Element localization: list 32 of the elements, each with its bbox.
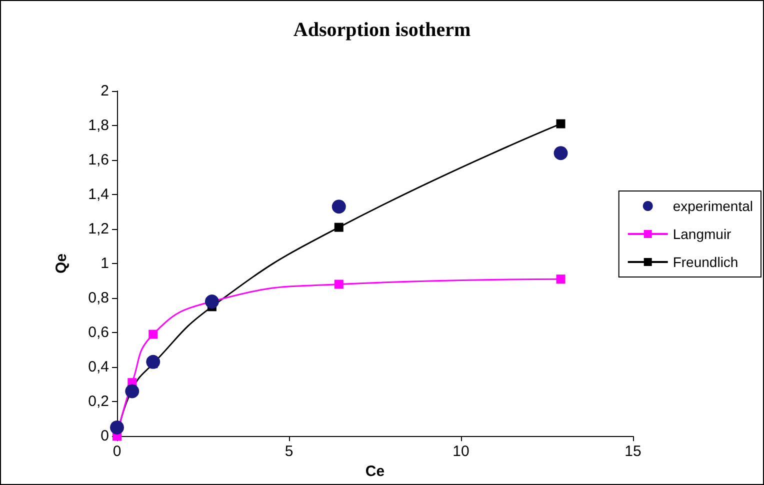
legend-label: Langmuir — [672, 226, 732, 242]
y-tick-label: 1 — [100, 255, 109, 272]
x-tick-label: 0 — [112, 443, 122, 460]
y-tick-label: 0 — [100, 428, 109, 445]
y-tick-label: 0,4 — [88, 358, 109, 376]
y-tick-label: 0,2 — [88, 393, 109, 410]
point — [334, 222, 344, 232]
point — [204, 294, 219, 309]
y-tick-label: 1,6 — [88, 152, 109, 169]
y-tick-label: 1,2 — [88, 220, 109, 238]
point — [148, 330, 158, 339]
point — [110, 420, 124, 434]
y-tick-label: 0,8 — [88, 290, 109, 307]
x-tick-label: 15 — [624, 443, 642, 460]
chart-title: Adsorption isotherm — [293, 19, 471, 41]
point — [554, 146, 568, 160]
legend-label: experimental — [672, 198, 754, 214]
point — [556, 119, 566, 128]
x-axis-title: Ce — [365, 463, 385, 480]
point — [332, 200, 346, 214]
point — [125, 384, 140, 398]
x-tick-label: 5 — [284, 443, 294, 460]
y-axis-title: Qe — [53, 254, 70, 274]
x-tick-label: 10 — [452, 443, 470, 460]
point — [146, 354, 160, 369]
point — [334, 280, 344, 289]
y-tick-label: 2 — [100, 82, 109, 100]
point — [556, 274, 566, 284]
y-tick-label: 1,8 — [88, 117, 109, 134]
y-tick-label: 1,4 — [88, 186, 109, 204]
legend-label: Freundlich — [672, 254, 738, 270]
y-tick-label: 0,6 — [88, 324, 109, 342]
